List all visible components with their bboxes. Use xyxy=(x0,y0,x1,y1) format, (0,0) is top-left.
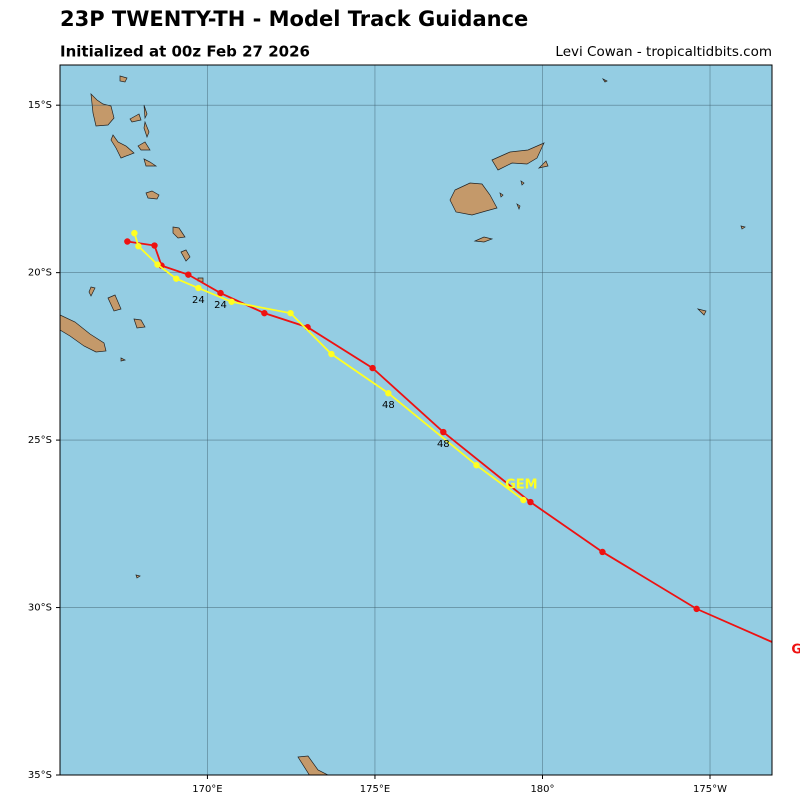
y-tick-label: 25°S xyxy=(28,435,52,446)
track-point xyxy=(217,289,224,297)
track-point xyxy=(440,428,447,436)
track-name: G xyxy=(791,643,800,658)
tracks xyxy=(124,229,772,643)
hour-label: 48 xyxy=(382,400,395,411)
track-point xyxy=(185,271,192,278)
credit: Levi Cowan - tropicaltidbits.com xyxy=(555,44,772,60)
hour-label: 24 xyxy=(214,300,227,311)
track-point xyxy=(369,364,376,372)
hour-label: 24 xyxy=(192,295,205,306)
track-point xyxy=(228,298,235,305)
ocean xyxy=(60,65,772,775)
grid xyxy=(60,65,772,775)
track-point xyxy=(473,462,480,469)
track-point xyxy=(520,496,527,504)
x-tick-label: 175°W xyxy=(693,784,727,795)
track-point xyxy=(385,390,392,397)
track-name: GEM xyxy=(505,478,538,493)
track-point xyxy=(151,242,158,249)
map-frame xyxy=(59,64,773,776)
y-tick-label: 30°S xyxy=(28,603,52,614)
track-point xyxy=(135,242,142,250)
title: 23P TWENTY-TH - Model Track Guidance xyxy=(60,7,528,31)
track-point xyxy=(261,309,268,317)
track-point xyxy=(693,605,700,613)
track-point xyxy=(131,229,138,237)
land xyxy=(60,75,746,775)
x-tick-label: 175°E xyxy=(360,784,390,795)
y-tick-label: 35°S xyxy=(28,770,52,781)
y-tick-label: 20°S xyxy=(28,268,52,279)
track-point xyxy=(124,238,131,245)
track-point xyxy=(287,309,294,317)
y-tick-label: 15°S xyxy=(28,100,52,111)
hour-label: 48 xyxy=(437,439,450,450)
subtitle: Initialized at 00z Feb 27 2026 xyxy=(60,43,310,61)
track-point xyxy=(599,548,606,556)
x-tick-label: 170°E xyxy=(192,784,222,795)
track-point xyxy=(195,284,202,292)
track-point xyxy=(173,275,180,282)
x-tick-label: 180° xyxy=(530,784,554,795)
track-point xyxy=(154,261,161,268)
track-point xyxy=(328,350,335,358)
track-point xyxy=(527,498,534,506)
labels: 170°E 175°E 180° 175°W 15°S 20°S 25°S 30°S 35°S 2… xyxy=(28,100,800,795)
